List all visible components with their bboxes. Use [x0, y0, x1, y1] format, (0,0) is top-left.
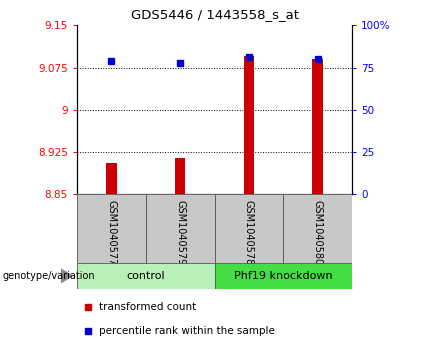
Bar — [244, 56, 254, 194]
Bar — [77, 194, 146, 263]
Bar — [283, 194, 352, 263]
Bar — [312, 59, 323, 194]
Bar — [77, 263, 215, 289]
Text: GSM1040579: GSM1040579 — [175, 200, 185, 265]
Text: genotype/variation: genotype/variation — [2, 271, 95, 281]
Text: control: control — [126, 271, 165, 281]
Bar — [215, 263, 352, 289]
Bar — [175, 158, 185, 194]
Bar — [215, 194, 283, 263]
Bar — [146, 194, 215, 263]
Text: GSM1040580: GSM1040580 — [313, 200, 323, 265]
Title: GDS5446 / 1443558_s_at: GDS5446 / 1443558_s_at — [131, 8, 298, 21]
Bar — [106, 163, 117, 194]
Text: GSM1040578: GSM1040578 — [244, 200, 254, 265]
Text: GSM1040577: GSM1040577 — [106, 200, 116, 265]
Text: transformed count: transformed count — [99, 302, 196, 313]
Polygon shape — [61, 268, 73, 284]
Text: percentile rank within the sample: percentile rank within the sample — [99, 326, 275, 337]
Text: Phf19 knockdown: Phf19 knockdown — [234, 271, 333, 281]
